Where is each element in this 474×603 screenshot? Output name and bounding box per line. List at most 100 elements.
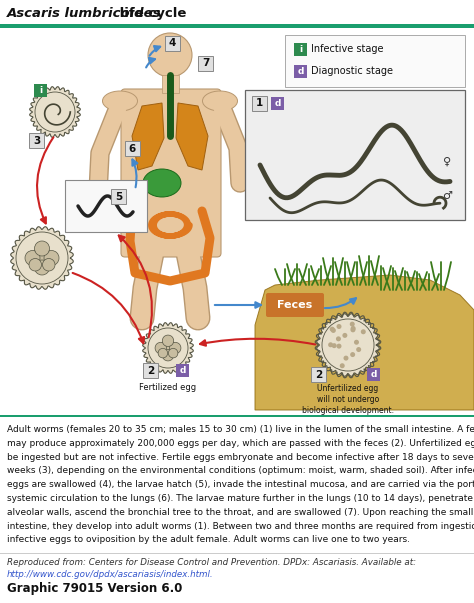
Circle shape <box>331 328 336 333</box>
Text: i: i <box>299 45 302 54</box>
Text: weeks (3), depending on the environmental conditions (optimum: moist, warm, shad: weeks (3), depending on the environmenta… <box>7 466 474 475</box>
FancyBboxPatch shape <box>0 553 474 554</box>
FancyBboxPatch shape <box>367 368 380 381</box>
Polygon shape <box>11 227 73 289</box>
Circle shape <box>336 336 341 341</box>
Ellipse shape <box>202 91 237 111</box>
Circle shape <box>330 327 335 332</box>
FancyBboxPatch shape <box>176 364 189 377</box>
Text: 7: 7 <box>202 58 209 69</box>
Text: Adult worms (females 20 to 35 cm; males 15 to 30 cm) (1) live in the lumen of th: Adult worms (females 20 to 35 cm; males … <box>7 425 474 434</box>
FancyBboxPatch shape <box>65 180 147 232</box>
Circle shape <box>344 356 348 361</box>
FancyBboxPatch shape <box>143 363 158 378</box>
FancyBboxPatch shape <box>0 415 474 417</box>
Circle shape <box>162 350 173 361</box>
Circle shape <box>29 259 42 271</box>
Text: Fertilized egg: Fertilized egg <box>139 383 197 392</box>
Text: eggs are swallowed (4), the larvae hatch (5), invade the intestinal mucosa, and : eggs are swallowed (4), the larvae hatch… <box>7 480 474 489</box>
FancyBboxPatch shape <box>34 84 47 97</box>
Circle shape <box>158 349 168 358</box>
Text: Diagnostic stage: Diagnostic stage <box>311 66 393 76</box>
Text: Graphic 79015 Version 6.0: Graphic 79015 Version 6.0 <box>7 582 182 595</box>
Text: 2: 2 <box>315 370 322 379</box>
FancyBboxPatch shape <box>245 90 465 220</box>
Circle shape <box>25 250 40 265</box>
Polygon shape <box>176 103 208 170</box>
Text: Infective stage: Infective stage <box>311 44 383 54</box>
Text: Reproduced from: Centers for Disease Control and Prevention. DPDx: Ascariasis. A: Reproduced from: Centers for Disease Con… <box>7 558 416 567</box>
Text: 6: 6 <box>129 144 136 154</box>
Ellipse shape <box>143 169 181 197</box>
Text: may produce approximately 200,000 eggs per day, which are passed with the feces : may produce approximately 200,000 eggs p… <box>7 439 474 448</box>
Circle shape <box>160 340 176 356</box>
Text: infective eggs to oviposition by the adult female. Adult worms can live one to t: infective eggs to oviposition by the adu… <box>7 535 410 545</box>
FancyBboxPatch shape <box>121 89 221 257</box>
FancyBboxPatch shape <box>162 75 179 93</box>
Circle shape <box>337 344 341 349</box>
Ellipse shape <box>102 91 137 111</box>
Circle shape <box>148 33 192 77</box>
Text: Ascaris lumbricoides: Ascaris lumbricoides <box>7 7 162 20</box>
Text: life cycle: life cycle <box>115 7 186 20</box>
FancyBboxPatch shape <box>294 65 307 78</box>
Text: d: d <box>274 99 281 108</box>
FancyBboxPatch shape <box>111 189 126 204</box>
Circle shape <box>356 347 361 352</box>
Polygon shape <box>30 87 80 137</box>
Circle shape <box>148 328 188 368</box>
FancyBboxPatch shape <box>285 35 465 87</box>
Circle shape <box>44 250 59 265</box>
Text: i: i <box>39 86 42 95</box>
Text: 2: 2 <box>147 365 154 376</box>
FancyBboxPatch shape <box>252 96 267 111</box>
FancyBboxPatch shape <box>294 43 307 56</box>
Text: 4: 4 <box>169 39 176 48</box>
Text: 5: 5 <box>115 192 122 201</box>
Circle shape <box>16 232 68 284</box>
Circle shape <box>342 333 347 338</box>
Text: systemic circulation to the lungs (6). The larvae mature further in the lungs (1: systemic circulation to the lungs (6). T… <box>7 494 474 503</box>
FancyBboxPatch shape <box>198 56 213 71</box>
FancyBboxPatch shape <box>311 367 326 382</box>
Text: ♀: ♀ <box>443 157 451 167</box>
Circle shape <box>322 319 374 371</box>
FancyBboxPatch shape <box>0 24 474 28</box>
Text: d: d <box>179 366 186 375</box>
Polygon shape <box>143 323 193 373</box>
Text: Feces: Feces <box>277 300 313 310</box>
Circle shape <box>35 241 49 256</box>
Text: Unfertilized egg
will not undergo
biological development.: Unfertilized egg will not undergo biolog… <box>302 384 394 415</box>
FancyBboxPatch shape <box>165 36 180 51</box>
Circle shape <box>350 352 355 357</box>
Text: alveolar walls, ascend the bronchial tree to the throat, and are swallowed (7). : alveolar walls, ascend the bronchial tre… <box>7 508 474 517</box>
Circle shape <box>162 335 173 347</box>
Circle shape <box>332 343 337 348</box>
Circle shape <box>337 324 341 329</box>
Text: be ingested but are not infective. Fertile eggs embryonate and become infective : be ingested but are not infective. Ferti… <box>7 453 474 462</box>
Circle shape <box>350 321 355 327</box>
Polygon shape <box>317 314 379 376</box>
Circle shape <box>170 343 181 354</box>
Text: d: d <box>297 67 304 76</box>
FancyBboxPatch shape <box>0 417 474 603</box>
FancyBboxPatch shape <box>0 0 474 28</box>
Text: ♂: ♂ <box>442 191 452 201</box>
Text: http://www.cdc.gov/dpdx/ascariasis/index.html.: http://www.cdc.gov/dpdx/ascariasis/index… <box>7 570 214 579</box>
Circle shape <box>31 247 53 268</box>
Circle shape <box>168 349 178 358</box>
Text: d: d <box>370 370 377 379</box>
Circle shape <box>35 92 75 132</box>
FancyBboxPatch shape <box>271 97 284 110</box>
Text: 3: 3 <box>33 136 40 145</box>
Polygon shape <box>255 275 474 410</box>
Circle shape <box>328 343 333 347</box>
FancyBboxPatch shape <box>266 293 324 317</box>
Circle shape <box>340 363 345 368</box>
Polygon shape <box>132 103 164 170</box>
Circle shape <box>350 327 356 332</box>
Text: intestine, they develop into adult worms (1). Between two and three months are r: intestine, they develop into adult worms… <box>7 522 474 531</box>
Circle shape <box>351 326 356 331</box>
Circle shape <box>354 339 359 345</box>
Circle shape <box>361 329 366 334</box>
